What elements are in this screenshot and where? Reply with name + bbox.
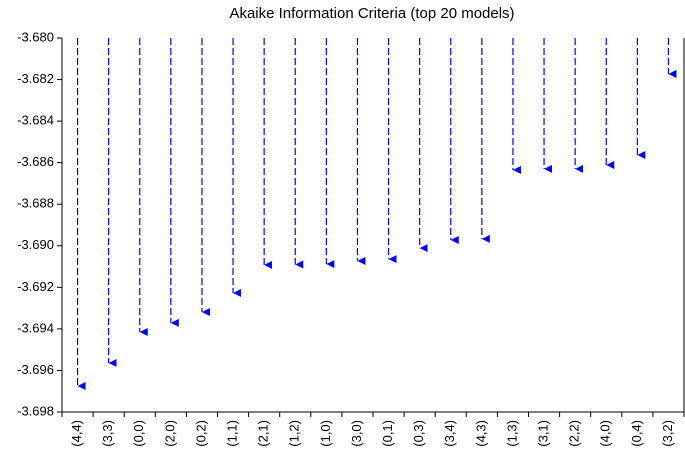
x-tick-label: (2,0)	[162, 420, 177, 447]
y-tick-label: -3.684	[17, 113, 54, 128]
x-tick-label: (0,1)	[380, 420, 395, 447]
x-tick-label: (1,1)	[224, 420, 239, 447]
y-tick-label: -3.698	[17, 403, 54, 418]
x-tick-label: (0,3)	[411, 420, 426, 447]
x-tick-label: (4,3)	[473, 420, 488, 447]
x-tick-label: (3,4)	[442, 420, 457, 447]
x-tick-label: (4,4)	[69, 420, 84, 447]
x-tick-label: (3,3)	[100, 420, 115, 447]
y-tick-label: -3.682	[17, 71, 54, 86]
x-tick-label: (3,0)	[349, 420, 364, 447]
x-tick-label: (1,3)	[504, 420, 519, 447]
x-tick-label: (4,0)	[598, 420, 613, 447]
chart-title: Akaike Information Criteria (top 20 mode…	[229, 5, 514, 22]
x-tick-label: (1,2)	[287, 420, 302, 447]
y-tick-label: -3.680	[17, 29, 54, 44]
y-tick-label: -3.690	[17, 237, 54, 252]
y-tick-label: -3.694	[17, 320, 54, 335]
y-tick-label: -3.692	[17, 279, 54, 294]
x-tick-label: (0,0)	[131, 420, 146, 447]
x-tick-label: (0,4)	[629, 420, 644, 447]
y-tick-label: -3.696	[17, 362, 54, 377]
x-tick-label: (3,2)	[660, 420, 675, 447]
y-tick-label: -3.686	[17, 154, 54, 169]
x-tick-label: (1,0)	[318, 420, 333, 447]
x-tick-label: (3,1)	[535, 420, 550, 447]
x-tick-label: (0,2)	[193, 420, 208, 447]
y-tick-label: -3.688	[17, 196, 54, 211]
x-tick-label: (2,2)	[567, 420, 582, 447]
x-tick-label: (2,1)	[256, 420, 271, 447]
